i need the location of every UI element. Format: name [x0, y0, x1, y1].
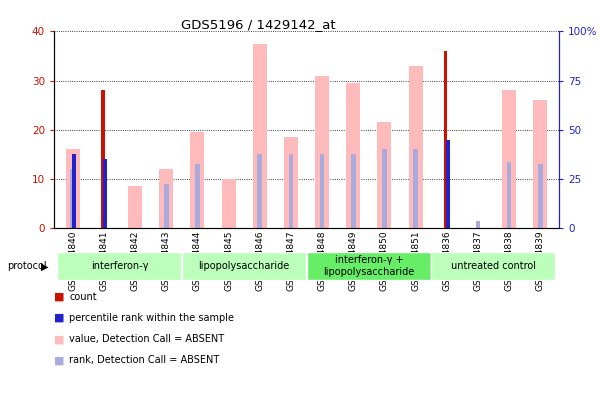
Bar	[257, 154, 262, 228]
Text: ■: ■	[54, 334, 64, 344]
Bar	[346, 83, 360, 228]
Text: interferon-γ +
lipopolysaccharide: interferon-γ + lipopolysaccharide	[323, 255, 415, 277]
Text: untreated control: untreated control	[451, 261, 536, 271]
Text: ■: ■	[54, 355, 64, 365]
Text: lipopolysaccharide: lipopolysaccharide	[198, 261, 290, 271]
Text: rank, Detection Call = ABSENT: rank, Detection Call = ABSENT	[69, 355, 219, 365]
Bar	[538, 164, 543, 228]
Bar	[159, 169, 173, 228]
Bar	[222, 179, 236, 228]
Bar	[103, 159, 107, 228]
Bar	[475, 220, 480, 228]
Bar	[409, 66, 423, 228]
Bar	[382, 149, 387, 228]
Text: ■: ■	[54, 292, 64, 302]
Bar	[57, 252, 182, 281]
Bar	[164, 184, 169, 228]
Bar	[507, 162, 511, 228]
Bar	[351, 154, 356, 228]
Bar	[444, 51, 447, 228]
Bar	[128, 186, 142, 228]
Bar	[253, 44, 267, 228]
Bar	[307, 252, 430, 281]
Bar	[101, 90, 105, 228]
Text: protocol: protocol	[7, 261, 47, 272]
Bar	[413, 149, 418, 228]
Text: GDS5196 / 1429142_at: GDS5196 / 1429142_at	[181, 18, 336, 31]
Text: count: count	[69, 292, 97, 302]
Bar	[315, 75, 329, 228]
Text: value, Detection Call = ABSENT: value, Detection Call = ABSENT	[69, 334, 224, 344]
Bar	[320, 154, 325, 228]
Bar	[66, 149, 80, 228]
Bar	[533, 100, 548, 228]
Bar	[70, 169, 75, 228]
Text: interferon-γ: interferon-γ	[91, 261, 148, 271]
Bar	[182, 252, 306, 281]
Bar	[377, 122, 391, 228]
Text: percentile rank within the sample: percentile rank within the sample	[69, 313, 234, 323]
Bar	[502, 90, 516, 228]
Bar	[284, 137, 298, 228]
Bar	[195, 164, 200, 228]
Bar	[72, 154, 76, 228]
Bar	[446, 140, 450, 228]
Text: ▶: ▶	[41, 261, 48, 272]
Text: ■: ■	[54, 313, 64, 323]
Bar	[288, 154, 293, 228]
Bar	[191, 132, 204, 228]
Bar	[431, 252, 555, 281]
